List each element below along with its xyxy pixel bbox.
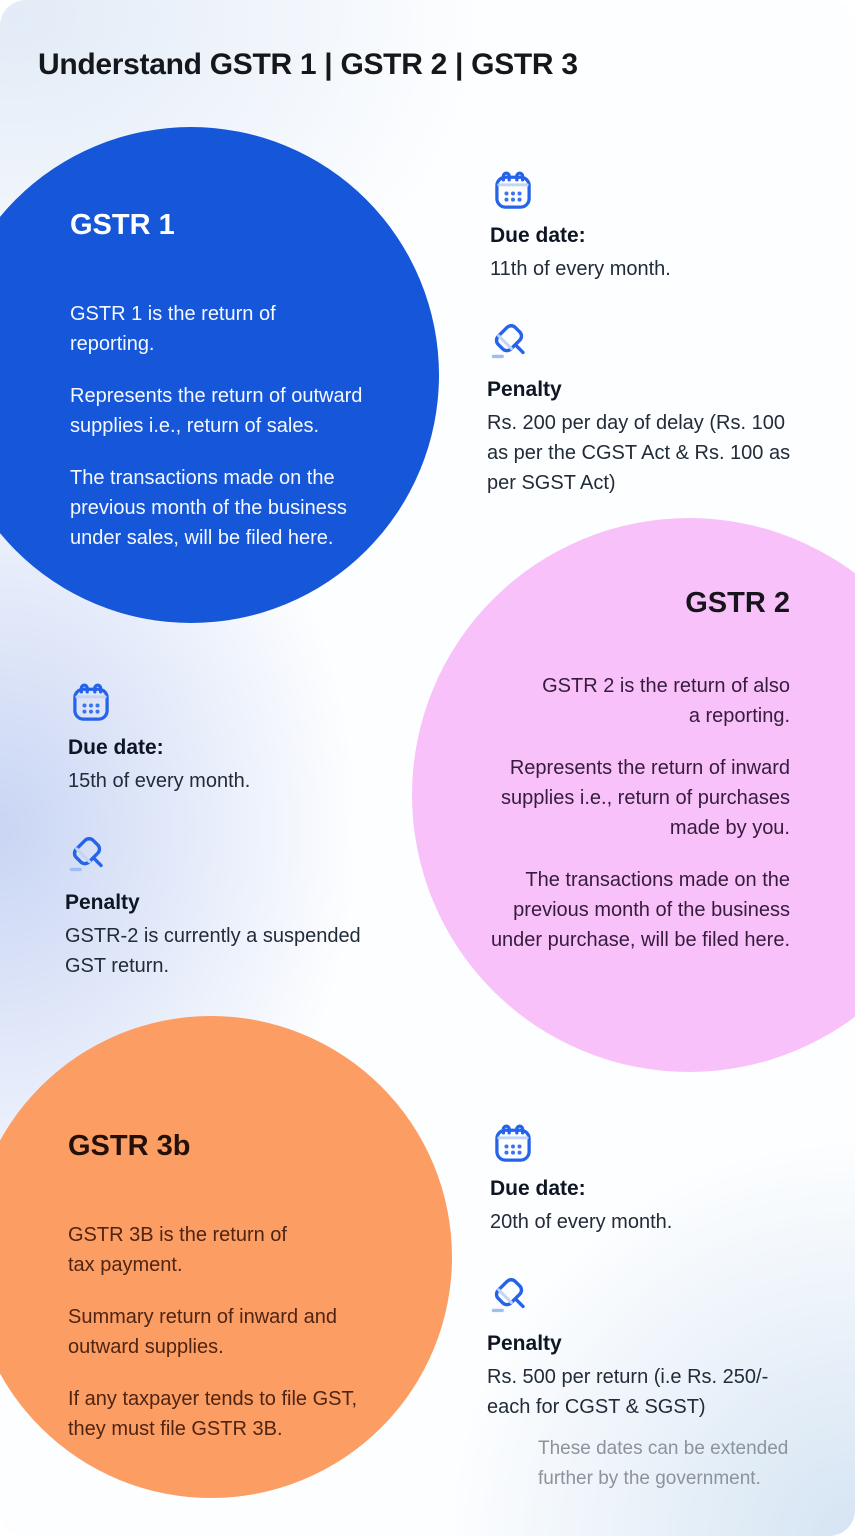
gstr2-due-date-group: Due date: 15th of every month. (68, 680, 408, 796)
eraser-icon (491, 1275, 526, 1313)
gstr1-heading: GSTR 1 (70, 209, 175, 241)
due-date-value: 11th of every month. (490, 258, 671, 280)
penalty-value: Rs. 500 per return (i.e Rs. 250/- each f… (487, 1366, 769, 1418)
penalty-label: Penalty (65, 891, 140, 914)
penalty-value: Rs. 200 per day of delay (Rs. 100 as per… (487, 412, 791, 494)
gstr2-paragraph: The transactions made on the previous mo… (490, 869, 790, 951)
gstr2-paragraph: GSTR 2 is the return of also a reporting… (542, 675, 790, 727)
gstr2-heading: GSTR 2 (685, 587, 790, 619)
gstr3b-circle (0, 1016, 452, 1498)
gstr3b-content: GSTR 3b GSTR 3B is the return of tax pay… (68, 1128, 398, 1444)
due-date-label: Due date: (490, 224, 586, 247)
eraser-icon (491, 321, 526, 359)
gstr2-content: GSTR 2 GSTR 2 is the return of also a re… (450, 585, 790, 955)
calendar-icon (495, 1124, 531, 1162)
gstr3b-penalty-group: Penalty Rs. 500 per return (i.e Rs. 250/… (487, 1274, 827, 1422)
gstr3b-due-date-group: Due date: 20th of every month. (490, 1121, 830, 1237)
eraser-icon (69, 834, 104, 872)
due-date-value: 20th of every month. (490, 1211, 673, 1233)
gstr1-paragraph: Represents the return of outward supplie… (70, 385, 363, 437)
gstr2-penalty-group: Penalty GSTR-2 is currently a suspended … (65, 833, 405, 981)
gstr1-penalty-group: Penalty Rs. 200 per day of delay (Rs. 10… (487, 320, 827, 498)
penalty-label: Penalty (487, 378, 562, 401)
due-date-label: Due date: (68, 736, 164, 759)
calendar-icon (73, 683, 109, 721)
gstr3b-heading: GSTR 3b (68, 1130, 191, 1162)
gstr1-content: GSTR 1 GSTR 1 is the return of reporting… (70, 207, 390, 553)
gstr1-circle (0, 127, 439, 623)
gstr1-paragraph: GSTR 1 is the return of reporting. (70, 303, 276, 355)
penalty-label: Penalty (487, 1332, 562, 1355)
penalty-value: GSTR-2 is currently a suspended GST retu… (65, 925, 361, 977)
due-date-label: Due date: (490, 1177, 586, 1200)
due-date-value: 15th of every month. (68, 770, 251, 792)
gstr1-due-date-group: Due date: 11th of every month. (490, 168, 830, 284)
gstr2-circle (412, 518, 855, 1072)
gstr2-paragraph: Represents the return of inward supplies… (500, 757, 790, 839)
gstr3b-paragraph: GSTR 3B is the return of tax payment. (68, 1224, 287, 1276)
gstr3b-paragraph: If any taxpayer tends to file GST, they … (68, 1388, 358, 1440)
gstr1-paragraph: The transactions made on the previous mo… (70, 467, 347, 549)
page-title: Understand GSTR 1 | GSTR 2 | GSTR 3 (38, 48, 578, 81)
gstr3b-paragraph: Summary return of inward and outward sup… (68, 1306, 338, 1358)
footer-note: These dates can be extended further by t… (538, 1438, 789, 1489)
calendar-icon (495, 171, 531, 209)
